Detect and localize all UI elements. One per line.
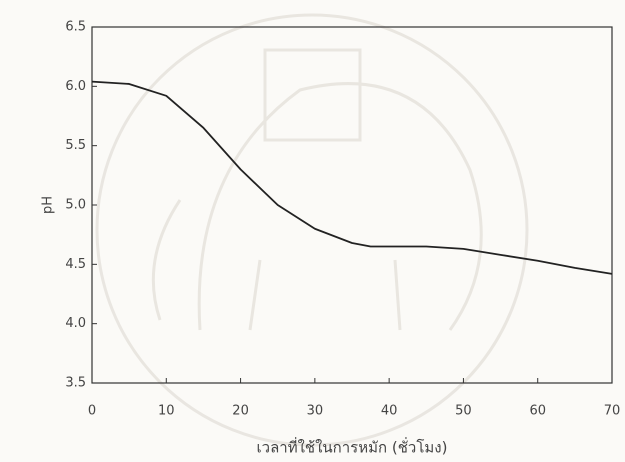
watermark: [97, 15, 527, 445]
x-axis-label: เวลาที่ใช้ในการหมัก (ชั่วโมง): [257, 437, 448, 457]
x-tick-label: 40: [381, 404, 398, 419]
y-tick-label: 6.5: [65, 20, 86, 35]
x-tick-label: 10: [158, 404, 175, 419]
y-tick-label: 6.0: [65, 79, 86, 94]
plot-frame: [92, 27, 612, 383]
x-tick-label: 20: [232, 404, 249, 419]
y-tick-label: 5.0: [65, 198, 86, 213]
x-tick-label: 70: [604, 404, 621, 419]
x-tick-label: 50: [455, 404, 472, 419]
x-tick-label: 60: [529, 404, 546, 419]
y-axis-label: pH: [41, 196, 56, 214]
data-line: [92, 82, 612, 274]
x-tick-label: 0: [88, 404, 96, 419]
chart: pH เวลาที่ใช้ในการหมัก (ชั่วโมง) 3.5 4.0 4…: [0, 0, 625, 462]
y-tick-label: 3.5: [65, 376, 86, 391]
y-tick-label: 5.5: [65, 138, 86, 153]
x-tick-label: 30: [307, 404, 324, 419]
y-tick-label: 4.0: [65, 316, 86, 331]
y-tick-label: 4.5: [65, 257, 86, 272]
